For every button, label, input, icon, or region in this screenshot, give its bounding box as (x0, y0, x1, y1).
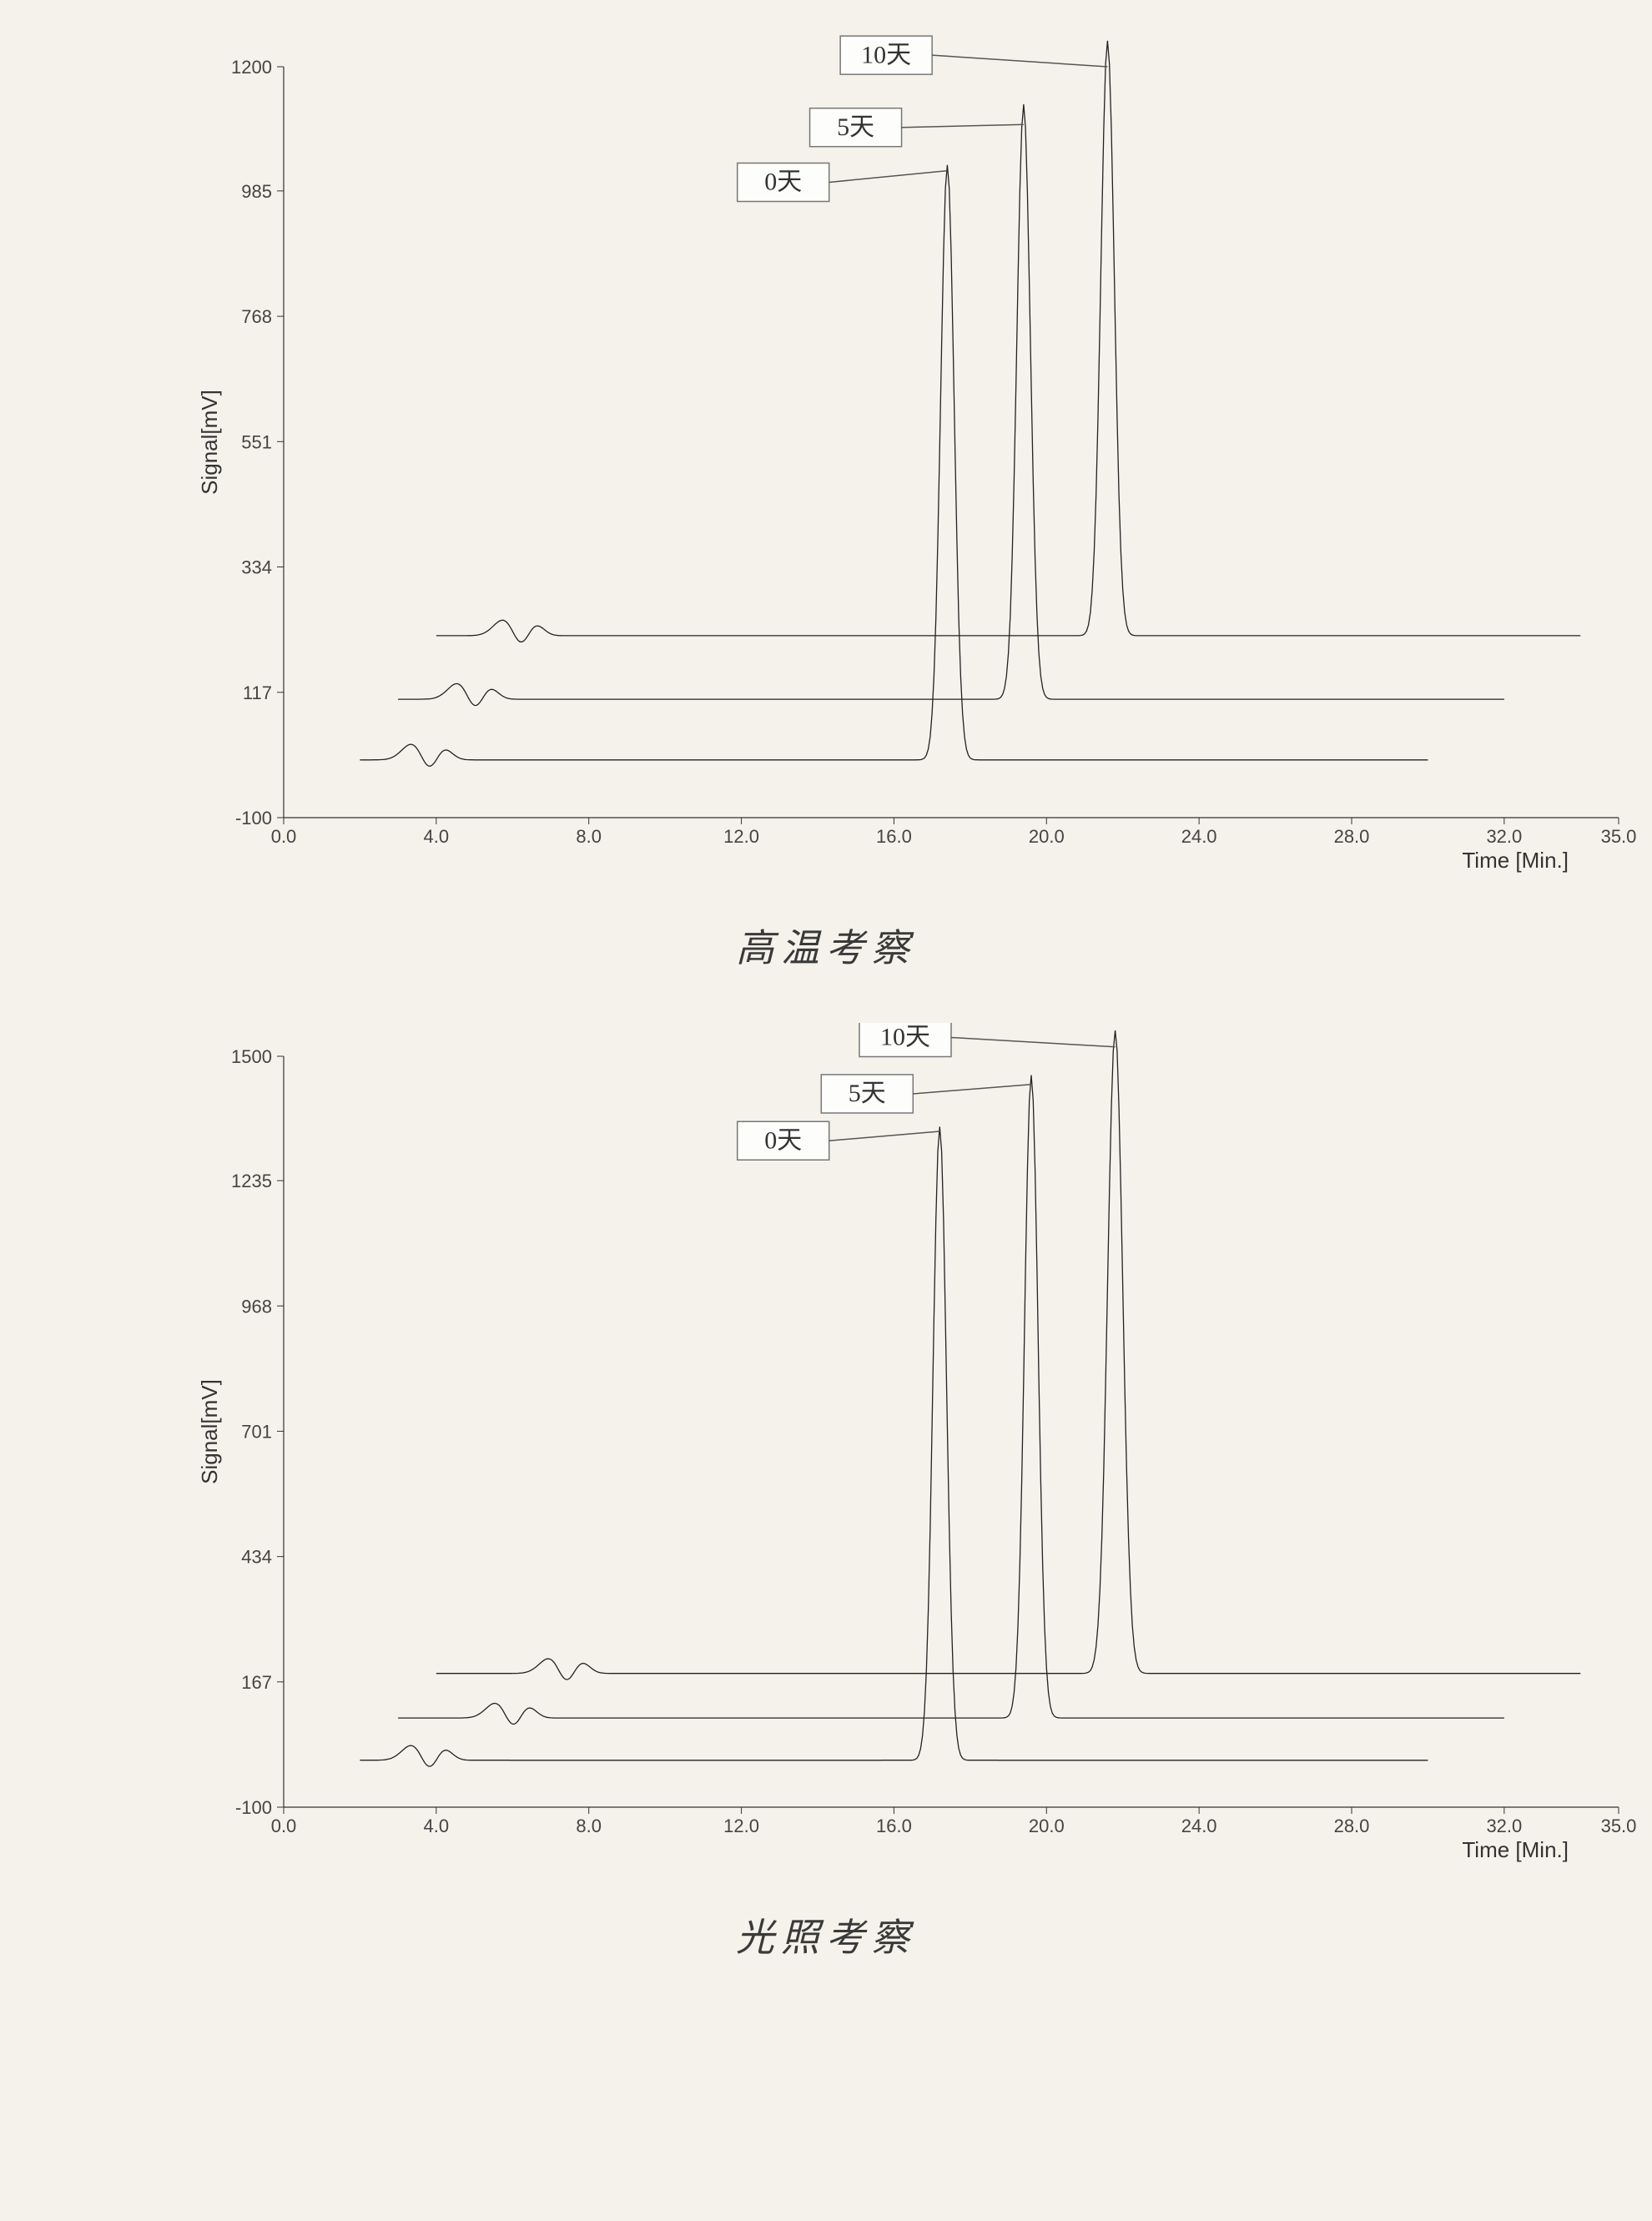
chart-bottom-caption: 光照考察 (0, 1907, 1652, 1962)
svg-text:35.0: 35.0 (1601, 826, 1637, 847)
chromatogram-bottom-svg: -100 167 434 701 968 1235 1500 Signal[mV] 0.0 4.0… (184, 1023, 1652, 1874)
trace-10天 (436, 41, 1580, 642)
svg-text:1200: 1200 (231, 57, 272, 78)
svg-text:551: 551 (241, 431, 272, 452)
svg-text:-100: -100 (235, 808, 272, 828)
svg-text:4.0: 4.0 (424, 1816, 450, 1836)
svg-text:32.0: 32.0 (1486, 826, 1522, 847)
svg-text:Signal[mV]: Signal[mV] (197, 390, 222, 495)
chart-top-caption: 高温考察 (0, 918, 1652, 973)
svg-text:16.0: 16.0 (876, 826, 912, 847)
svg-text:334: 334 (241, 557, 272, 578)
svg-text:434: 434 (241, 1547, 272, 1568)
svg-text:28.0: 28.0 (1334, 1816, 1370, 1836)
trace-0天 (360, 165, 1428, 767)
svg-text:768: 768 (241, 306, 272, 327)
svg-text:Signal[mV]: Signal[mV] (197, 1379, 222, 1484)
svg-text:20.0: 20.0 (1029, 1816, 1065, 1836)
svg-text:12.0: 12.0 (723, 1816, 759, 1836)
trace-10天 (436, 1030, 1580, 1680)
chart-bottom: -100 167 434 701 968 1235 1500 Signal[mV] 0.0 4.0… (184, 1023, 1585, 1874)
chromatogram-top-svg: -100 117 334 551 768 985 1200 Signal[mV] 0.0 4.0 8… (184, 33, 1652, 884)
svg-text:8.0: 8.0 (576, 826, 602, 847)
svg-text:4.0: 4.0 (424, 826, 450, 847)
callout-label: 10天 (880, 1024, 930, 1051)
callout-line (902, 124, 1024, 127)
trace-0天 (360, 1126, 1428, 1766)
callout-label: 5天 (837, 113, 874, 141)
svg-text:16.0: 16.0 (876, 1816, 912, 1836)
svg-text:12.0: 12.0 (723, 826, 759, 847)
svg-text:117: 117 (243, 682, 272, 703)
svg-text:24.0: 24.0 (1181, 1816, 1217, 1836)
callout-line (951, 1038, 1116, 1047)
callout-label: 0天 (764, 1126, 802, 1154)
svg-text:-100: -100 (235, 1797, 272, 1818)
svg-text:8.0: 8.0 (576, 1816, 602, 1836)
callout-line (932, 55, 1107, 67)
svg-text:Time [Min.]: Time [Min.] (1462, 848, 1569, 873)
svg-text:985: 985 (241, 181, 272, 202)
callout-label: 0天 (764, 169, 802, 196)
svg-text:167: 167 (241, 1672, 272, 1693)
svg-text:1500: 1500 (231, 1046, 272, 1067)
trace-5天 (398, 104, 1504, 706)
svg-text:968: 968 (241, 1296, 272, 1317)
svg-text:32.0: 32.0 (1486, 1816, 1522, 1836)
svg-text:28.0: 28.0 (1334, 826, 1370, 847)
svg-text:20.0: 20.0 (1029, 826, 1065, 847)
svg-text:24.0: 24.0 (1181, 826, 1217, 847)
svg-text:Time [Min.]: Time [Min.] (1462, 1837, 1569, 1862)
callout-line (829, 171, 948, 183)
callout-label: 5天 (849, 1080, 886, 1107)
callout-label: 10天 (861, 41, 911, 68)
svg-text:701: 701 (241, 1421, 272, 1442)
callout-line (829, 1131, 940, 1141)
svg-text:1235: 1235 (231, 1171, 272, 1191)
callout-line (913, 1085, 1031, 1094)
svg-text:0.0: 0.0 (271, 826, 297, 847)
chart-top: -100 117 334 551 768 985 1200 Signal[mV] 0.0 4.0 8… (184, 33, 1585, 884)
svg-text:35.0: 35.0 (1601, 1816, 1637, 1836)
page-root: -100 117 334 551 768 985 1200 Signal[mV] 0.0 4.0 8… (0, 0, 1652, 2221)
svg-text:0.0: 0.0 (271, 1816, 297, 1836)
